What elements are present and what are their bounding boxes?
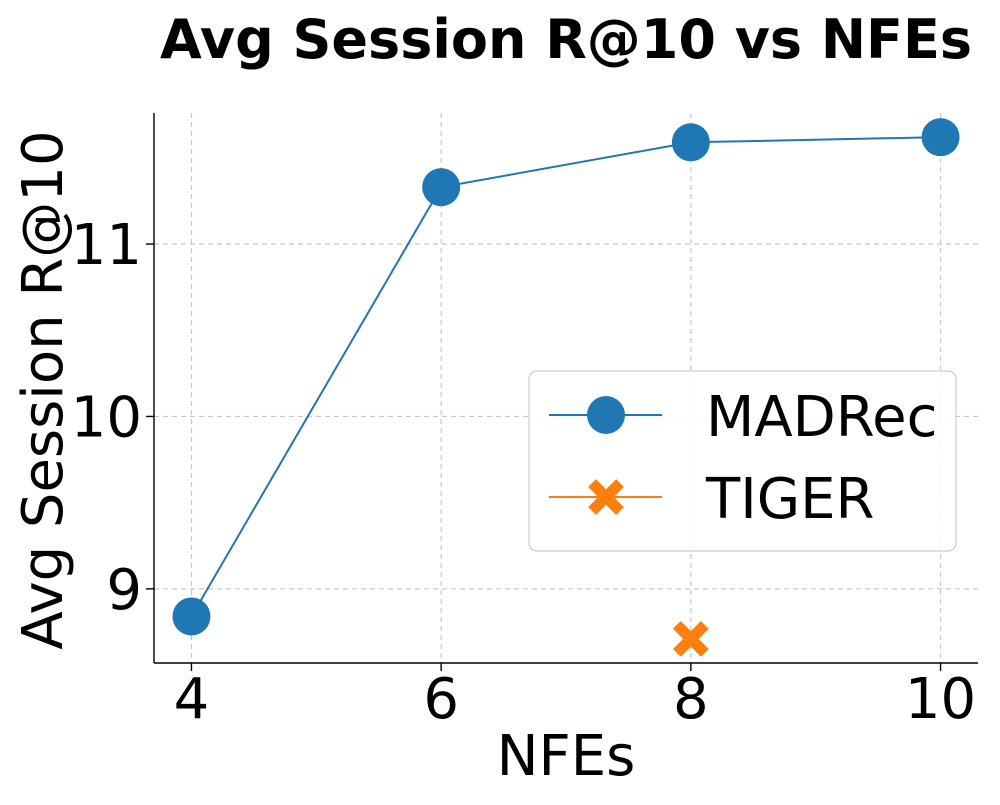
y-tick-label: 11 — [71, 213, 142, 278]
madrec-point — [422, 168, 461, 207]
legend-tiger-label: TIGER — [705, 467, 874, 532]
legend-entry-tiger: TIGER — [549, 467, 874, 532]
x-axis-label: NFEs — [497, 724, 636, 789]
legend-tiger-marker — [588, 479, 624, 515]
x-tick-label: 8 — [673, 667, 709, 732]
x-tick-label: 10 — [905, 667, 976, 732]
legend-madrec-marker — [587, 396, 625, 434]
x-tick-label: 4 — [174, 667, 210, 732]
chart-title: Avg Session R@10 vs NFEs — [160, 8, 972, 71]
madrec-point — [172, 597, 211, 636]
legend-madrec-label: MADRec — [706, 385, 937, 450]
y-tick-label: 9 — [106, 558, 142, 623]
legend: MADRec TIGER — [528, 370, 957, 552]
tick-layer: 4 6 8 10 9 10 11 — [71, 213, 976, 732]
madrec-line — [190, 136, 941, 617]
y-tick-label: 10 — [71, 385, 142, 450]
x-tick-label: 6 — [423, 667, 459, 732]
legend-entry-madrec: MADRec — [549, 385, 937, 450]
madrec-point — [671, 123, 710, 162]
y-axis-label: Avg Session R@10 — [11, 130, 76, 649]
madrec-point — [921, 118, 960, 157]
axes-spines — [153, 113, 978, 664]
tiger-point — [672, 620, 709, 657]
series-layer — [172, 118, 960, 657]
